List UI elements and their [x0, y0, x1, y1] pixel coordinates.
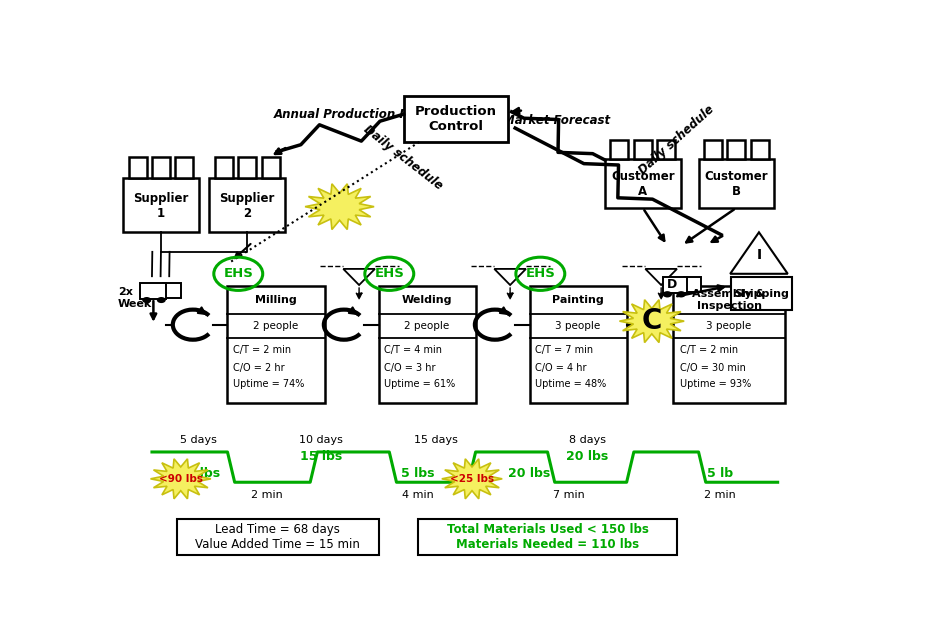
Text: 15 lbs: 15 lbs — [299, 450, 342, 463]
Text: Shipping: Shipping — [733, 289, 788, 299]
Bar — [730, 277, 792, 311]
Text: C/O = 30 min: C/O = 30 min — [679, 363, 745, 373]
Text: Production
Control: Production Control — [414, 105, 496, 133]
Text: Customer
A: Customer A — [610, 171, 674, 198]
Bar — [403, 96, 507, 142]
Polygon shape — [343, 269, 375, 285]
Polygon shape — [441, 459, 502, 499]
Bar — [227, 286, 324, 403]
Text: 80 lbs: 80 lbs — [177, 467, 220, 481]
Text: Painting: Painting — [552, 295, 603, 305]
Text: D: D — [667, 278, 677, 290]
Bar — [610, 139, 628, 158]
Text: C/O = 4 hr: C/O = 4 hr — [535, 363, 586, 373]
Text: 2 min: 2 min — [704, 489, 735, 500]
Bar — [750, 139, 768, 158]
Bar — [418, 519, 677, 555]
Bar — [129, 157, 146, 178]
Bar — [633, 139, 651, 158]
Text: C: C — [641, 307, 661, 335]
Text: C/O = 2 hr: C/O = 2 hr — [233, 363, 285, 373]
Text: EHS: EHS — [525, 268, 554, 280]
Text: C/T = 2 min: C/T = 2 min — [679, 346, 737, 356]
Text: 3 people: 3 people — [705, 321, 751, 331]
Text: 10 days: 10 days — [298, 435, 343, 444]
Bar — [704, 139, 721, 158]
Text: Uptime = 74%: Uptime = 74% — [233, 379, 304, 389]
Bar — [529, 286, 626, 403]
Text: <25 lbs: <25 lbs — [450, 474, 493, 484]
Bar — [152, 157, 170, 178]
Text: I: I — [756, 248, 761, 262]
Text: 2 min: 2 min — [251, 489, 283, 500]
Text: Uptime = 48%: Uptime = 48% — [535, 379, 606, 389]
Bar — [177, 519, 378, 555]
Circle shape — [157, 297, 166, 303]
Bar — [662, 277, 686, 293]
Polygon shape — [644, 269, 677, 285]
Text: 20 lbs: 20 lbs — [565, 450, 607, 463]
Bar — [123, 178, 198, 232]
Text: Lead Time = 68 days
Value Added Time = 15 min: Lead Time = 68 days Value Added Time = 1… — [196, 524, 360, 552]
Text: 5 lb: 5 lb — [706, 467, 732, 481]
Text: C/T = 7 min: C/T = 7 min — [535, 346, 593, 356]
Bar — [656, 139, 675, 158]
Circle shape — [676, 291, 685, 297]
Bar — [210, 178, 285, 232]
Text: 2 people: 2 people — [253, 321, 298, 331]
Text: 2 people: 2 people — [404, 321, 450, 331]
Text: 3 people: 3 people — [555, 321, 600, 331]
Bar — [215, 157, 233, 178]
Text: Daily schedule: Daily schedule — [636, 102, 716, 176]
Bar — [140, 283, 166, 299]
Bar — [378, 286, 476, 403]
Text: Supplier
2: Supplier 2 — [220, 192, 274, 220]
Bar — [604, 158, 679, 208]
Bar — [727, 139, 744, 158]
Text: 20 lbs: 20 lbs — [508, 467, 550, 481]
Bar — [683, 277, 700, 292]
Bar — [673, 286, 784, 403]
Text: 5 lbs: 5 lbs — [400, 467, 435, 481]
Text: C/T = 4 min: C/T = 4 min — [384, 346, 442, 356]
Circle shape — [662, 291, 671, 297]
Text: Milling: Milling — [255, 295, 297, 305]
Text: 8 days: 8 days — [568, 435, 605, 444]
Text: Daily schedule: Daily schedule — [361, 122, 445, 192]
Text: Assembly &
Inspection: Assembly & Inspection — [692, 289, 765, 311]
Bar — [175, 157, 193, 178]
Text: Supplier
1: Supplier 1 — [133, 192, 188, 220]
Text: Market Forecast: Market Forecast — [502, 114, 609, 127]
Polygon shape — [305, 184, 374, 230]
Polygon shape — [730, 232, 787, 274]
Polygon shape — [150, 459, 210, 499]
Text: Total Materials Used < 150 lbs
Materials Needed = 110 lbs: Total Materials Used < 150 lbs Materials… — [446, 524, 648, 552]
Text: C/T = 2 min: C/T = 2 min — [233, 346, 291, 356]
Text: 15 days: 15 days — [413, 435, 458, 444]
Text: 7 min: 7 min — [552, 489, 584, 500]
Bar — [163, 283, 181, 298]
Text: <90 lbs: <90 lbs — [159, 474, 202, 484]
Polygon shape — [619, 300, 683, 342]
Text: Customer
B: Customer B — [704, 171, 768, 198]
Polygon shape — [494, 269, 526, 285]
Bar — [261, 157, 279, 178]
Text: 4 min: 4 min — [401, 489, 434, 500]
Text: 5 days: 5 days — [180, 435, 217, 444]
Text: Welding: Welding — [401, 295, 451, 305]
Text: Annual Production Plan: Annual Production Plan — [273, 108, 428, 120]
Text: 2x
Week: 2x Week — [118, 287, 152, 309]
Text: Uptime = 61%: Uptime = 61% — [384, 379, 455, 389]
Text: C/O = 3 hr: C/O = 3 hr — [384, 363, 436, 373]
Text: Uptime = 93%: Uptime = 93% — [679, 379, 751, 389]
Bar — [238, 157, 256, 178]
Text: EHS: EHS — [374, 268, 404, 280]
Text: EHS: EHS — [223, 268, 253, 280]
Circle shape — [142, 297, 151, 303]
Bar — [698, 158, 773, 208]
